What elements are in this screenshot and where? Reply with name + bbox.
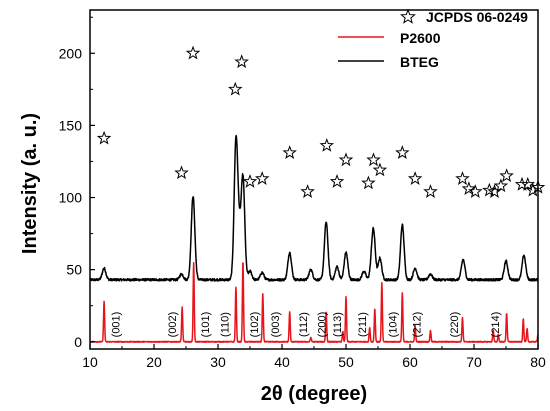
series-line-p2600 <box>89 262 539 343</box>
hkl-annotation: (212) <box>411 312 423 338</box>
y-tick-label: 100 <box>59 190 83 206</box>
jcpds-star-marker <box>520 176 536 191</box>
legend-label-jcpds: JCPDS 06-0249 <box>426 9 528 25</box>
hkl-annotation: (110) <box>219 312 231 337</box>
x-tick-label: 20 <box>146 354 162 370</box>
legend: JCPDS 06-0249 P2600 BTEG <box>338 8 528 70</box>
y-tick-label: 0 <box>74 334 82 350</box>
jcpds-star-marker <box>319 137 335 152</box>
x-tick-label: 70 <box>466 354 482 370</box>
hkl-annotation: (200) <box>317 312 329 338</box>
jcpds-star-marker <box>493 178 509 193</box>
jcpds-star-marker <box>372 162 388 177</box>
jcpds-star-marker <box>282 145 297 159</box>
x-tick-label: 60 <box>402 354 418 370</box>
jcpds-star-marker <box>338 152 354 167</box>
jcpds-star-marker <box>174 165 189 180</box>
legend-label-bteg: BTEG <box>400 54 439 70</box>
jcpds-star-marker <box>499 168 514 183</box>
y-tick-label: 50 <box>66 262 82 278</box>
jcpds-star-marker <box>468 184 483 198</box>
plot-frame <box>89 9 539 350</box>
hkl-annotation: (102) <box>249 312 261 338</box>
x-tick-label: 40 <box>274 354 290 370</box>
hkl-annotation: (211) <box>357 312 369 337</box>
y-tick-label: 200 <box>59 45 83 61</box>
hkl-annotation: (101) <box>200 312 212 338</box>
jcpds-star-marker <box>455 171 470 185</box>
x-tick-label: 10 <box>82 354 98 370</box>
series-line-bteg <box>89 134 539 282</box>
jcpds-star-marker <box>228 81 243 96</box>
jcpds-star-marker <box>300 184 315 198</box>
hkl-annotation: (003) <box>270 312 282 338</box>
x-tick-label: 80 <box>530 354 546 370</box>
legend-star-marker <box>400 8 416 24</box>
x-axis-title: 2θ (degree) <box>261 383 367 405</box>
jcpds-star-marker <box>96 130 112 145</box>
jcpds-star-marker <box>407 171 423 185</box>
jcpds-star-marker <box>185 45 201 60</box>
hkl-annotation: (214) <box>490 312 502 338</box>
x-tick-label: 50 <box>338 354 354 370</box>
jcpds-star-marker <box>395 145 410 159</box>
jcpds-star-marker <box>461 181 477 196</box>
hkl-annotation: (112) <box>298 312 310 337</box>
hkl-annotation: (220) <box>449 312 461 338</box>
jcpds-star-marker <box>254 171 270 185</box>
jcpds-star-marker <box>361 175 376 190</box>
x-tick-label: 30 <box>210 354 226 370</box>
hkl-annotation: (001) <box>111 312 123 338</box>
hkl-annotation: (104) <box>388 312 400 338</box>
jcpds-star-marker <box>423 184 438 198</box>
jcpds-star-marker <box>366 152 381 167</box>
hkl-annotation: (002) <box>167 312 179 338</box>
legend-label-p2600: P2600 <box>400 30 441 46</box>
jcpds-star-marker <box>234 54 249 69</box>
jcpds-star-marker <box>329 174 345 188</box>
y-axis-title: Intensity (a. u.) <box>19 113 41 254</box>
y-tick-label: 150 <box>59 117 83 133</box>
jcpds-star-marker <box>242 174 258 188</box>
hkl-annotation: (113) <box>332 312 344 337</box>
